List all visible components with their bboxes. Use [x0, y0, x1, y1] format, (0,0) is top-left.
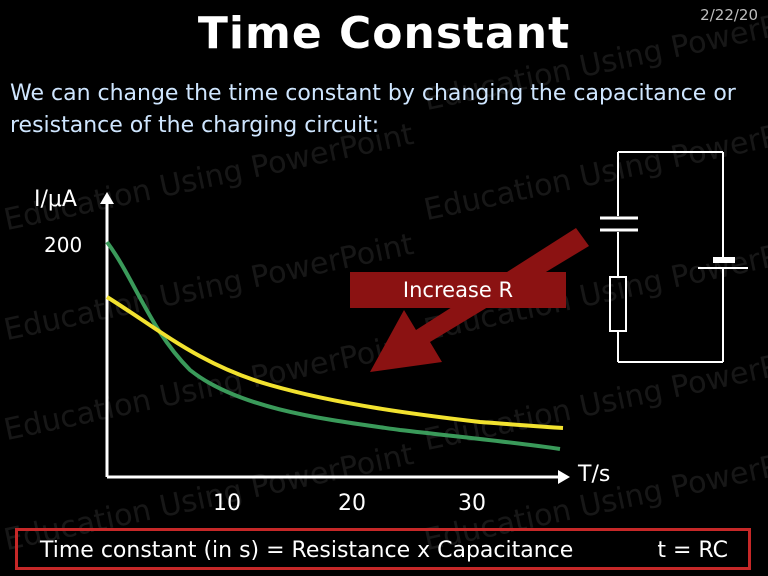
footer-equation: Time constant (in s) = Resistance x Capa…: [40, 538, 574, 563]
footer-box: Time constant (in s) = Resistance x Capa…: [15, 528, 751, 570]
y-axis-label: I/μA: [34, 187, 77, 212]
increase-r-label: Increase R: [402, 278, 514, 302]
yellow-curve: [105, 295, 564, 430]
y-tick-label: 200: [44, 233, 83, 257]
increase-r-banner: Increase R: [350, 272, 566, 308]
slide-date: 2/22/20: [700, 6, 758, 24]
slide-subtitle: We can change the time constant by chang…: [10, 81, 736, 138]
x-tick-label: 20: [338, 491, 366, 516]
battery-cell: [713, 257, 735, 263]
x-axis-arrowhead: [558, 470, 570, 484]
circuit-diagram: [600, 151, 748, 363]
resistor-symbol: [609, 276, 627, 332]
x-tick-label: 30: [458, 491, 486, 516]
x-tick-label: 10: [213, 491, 241, 516]
slide-title: Time Constant: [197, 8, 571, 59]
footer-short-form: t = RC: [657, 538, 728, 563]
y-axis-arrowhead: [100, 192, 114, 204]
x-axis-label: T/s: [578, 462, 611, 487]
green-curve: [105, 240, 561, 451]
